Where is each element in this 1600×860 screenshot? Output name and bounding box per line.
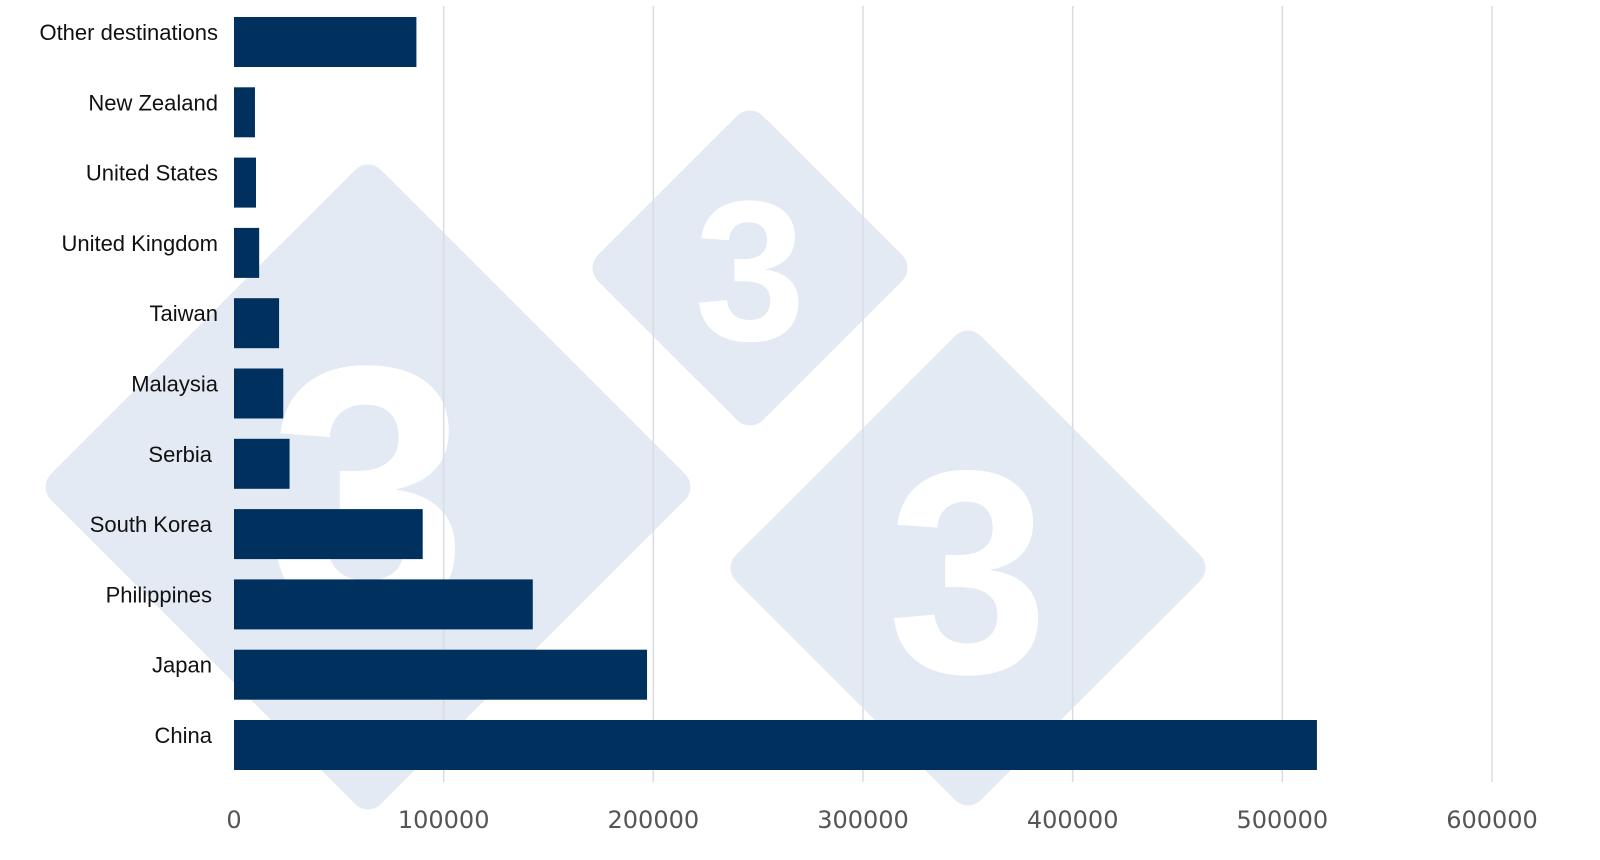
x-tick-label: 600000 bbox=[1446, 806, 1538, 834]
watermark-logos: 333 bbox=[45, 110, 1206, 810]
category-label: Malaysia bbox=[131, 372, 219, 397]
bar bbox=[234, 227, 260, 278]
watermark-logo: 3 bbox=[730, 330, 1206, 806]
category-label: China bbox=[155, 723, 213, 748]
x-tick-label: 0 bbox=[226, 806, 241, 834]
watermark-digit: 3 bbox=[694, 160, 805, 383]
category-labels: Other destinations New Zealand United Stat… bbox=[39, 20, 218, 748]
category-label: South Korea bbox=[90, 512, 213, 537]
bar bbox=[234, 87, 255, 138]
x-tick-label: 500000 bbox=[1237, 806, 1329, 834]
x-tick-label: 400000 bbox=[1027, 806, 1119, 834]
bar bbox=[234, 298, 280, 349]
bar bbox=[234, 17, 417, 67]
watermark-diamond bbox=[592, 110, 908, 426]
watermark-digit: 3 bbox=[268, 292, 468, 694]
category-label: Other destinations bbox=[39, 20, 218, 45]
x-tick-label: 200000 bbox=[608, 806, 700, 834]
x-tick-labels: 0 100000 200000 300000 400000 500000 600000 bbox=[226, 806, 1537, 834]
category-label: United Kingdom bbox=[61, 231, 218, 256]
x-tick-label: 100000 bbox=[398, 806, 490, 834]
category-label: United States bbox=[86, 161, 218, 186]
category-label: Serbia bbox=[148, 442, 212, 467]
category-label: Taiwan bbox=[150, 301, 218, 326]
bar bbox=[234, 509, 423, 560]
category-label: Philippines bbox=[106, 582, 212, 607]
gridlines bbox=[442, 6, 1493, 782]
bar bbox=[234, 368, 284, 419]
bar bbox=[234, 157, 257, 208]
bar bbox=[234, 649, 648, 700]
category-label: New Zealand bbox=[88, 90, 218, 115]
watermark-logo: 3 bbox=[592, 110, 908, 426]
bar bbox=[234, 438, 290, 489]
watermark-digit: 3 bbox=[887, 410, 1048, 734]
bars bbox=[234, 17, 1317, 770]
watermark-diamond bbox=[730, 330, 1206, 806]
category-label: Japan bbox=[152, 653, 212, 678]
x-tick-label: 300000 bbox=[817, 806, 909, 834]
bar bbox=[234, 579, 533, 630]
watermark-diamond bbox=[45, 164, 691, 810]
bar bbox=[234, 720, 1317, 770]
